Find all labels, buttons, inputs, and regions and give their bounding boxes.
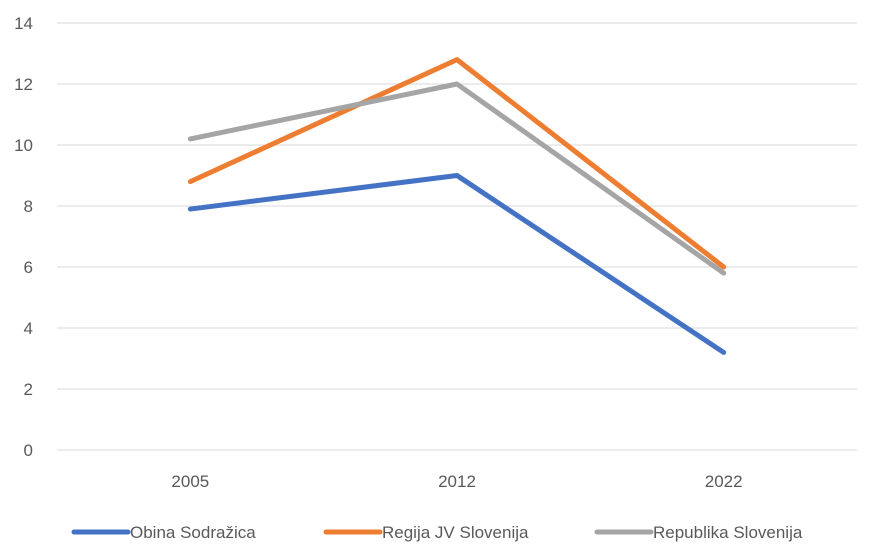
legend-label-2: Republika Slovenija: [653, 523, 803, 542]
y-tick-label-4: 4: [24, 319, 33, 338]
legend-label-0: Obina Sodražica: [130, 523, 256, 542]
series-line-2: [187, 81, 727, 276]
x-tick-label-2005: 2005: [171, 472, 209, 491]
series-line-1: [187, 57, 727, 270]
y-tick-label-14: 14: [14, 14, 33, 33]
y-axis-tick-labels: 0 2 4 6 8 10 12 14: [14, 14, 33, 460]
y-tick-label-6: 6: [24, 258, 33, 277]
series-lines: [187, 57, 727, 355]
y-tick-label-2: 2: [24, 380, 33, 399]
x-tick-label-2022: 2022: [705, 472, 743, 491]
y-tick-label-10: 10: [14, 136, 33, 155]
y-tick-label-12: 12: [14, 75, 33, 94]
x-tick-label-2012: 2012: [438, 472, 476, 491]
gridlines: [57, 22, 857, 451]
legend: Obina Sodražica Regija JV Slovenija Republ…: [71, 523, 803, 542]
y-tick-label-0: 0: [24, 441, 33, 460]
series-line-0: [187, 173, 727, 355]
legend-label-1: Regija JV Slovenija: [382, 523, 529, 542]
y-tick-label-8: 8: [24, 197, 33, 216]
x-axis-tick-labels: 2005 2012 2022: [171, 472, 742, 491]
